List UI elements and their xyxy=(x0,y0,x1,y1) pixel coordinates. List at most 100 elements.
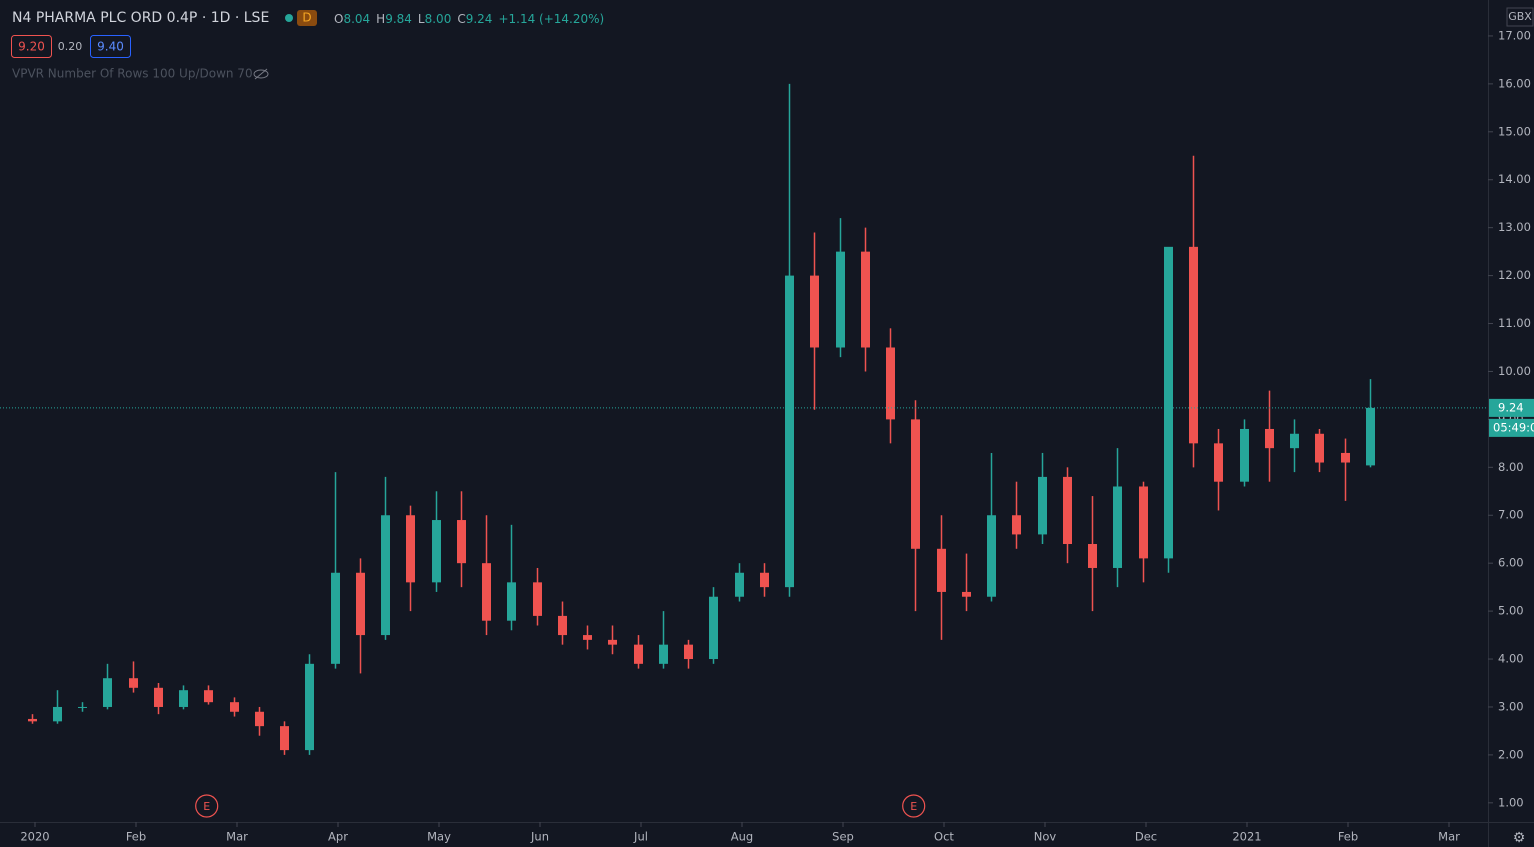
ohlc: O8.04 H9.84 L8.00 C9.24 +1.14 (+14.20%) xyxy=(334,12,604,26)
x-tick-label: Apr xyxy=(328,830,348,844)
ask: 9.40 xyxy=(97,40,124,54)
candle-body xyxy=(861,251,870,348)
y-tick-label: 6.00 xyxy=(1498,556,1524,570)
h-value: 9.84 xyxy=(385,12,412,26)
x-tick-label: Feb xyxy=(126,830,146,844)
candle-body xyxy=(204,690,213,703)
y-tick-label: 16.00 xyxy=(1498,76,1531,90)
candle-body xyxy=(1164,246,1173,559)
y-tick-label: 11.00 xyxy=(1498,316,1531,330)
h-label: H xyxy=(376,12,385,26)
candle-body xyxy=(230,702,239,712)
o-label: O xyxy=(334,12,343,26)
candle-body xyxy=(457,520,466,564)
y-tick-label: 12.00 xyxy=(1498,268,1531,282)
l-label: L xyxy=(418,12,425,26)
event-label: E xyxy=(203,800,210,813)
candle-body xyxy=(937,548,946,592)
candle-body xyxy=(709,596,718,660)
candle-body xyxy=(1012,515,1021,535)
candle-body xyxy=(1341,452,1350,463)
candle-body xyxy=(1315,433,1324,463)
y-tick-label: 7.00 xyxy=(1498,508,1524,522)
countdown: 05:49:0 xyxy=(1493,420,1534,434)
y-tick-label: 2.00 xyxy=(1498,747,1524,761)
candle-body xyxy=(1290,433,1299,449)
x-tick-label: 2021 xyxy=(1232,830,1261,844)
y-tick-label: 17.00 xyxy=(1498,28,1531,42)
candle-body xyxy=(760,572,769,588)
currency: GBX xyxy=(1508,10,1532,23)
o-value: 8.04 xyxy=(343,12,370,26)
badge xyxy=(297,10,317,26)
last-price-tag xyxy=(1489,398,1534,417)
y-tick-label: 14.00 xyxy=(1498,172,1531,186)
x-tick-label: Mar xyxy=(226,830,248,844)
y-tick-label: 1.00 xyxy=(1498,795,1524,809)
candle-body xyxy=(1063,476,1072,545)
x-tick-label: Nov xyxy=(1034,830,1057,844)
indicator: VPVR Number Of Rows 100 Up/Down 70 xyxy=(12,67,253,81)
candle-body xyxy=(381,515,390,636)
symbol: N4 PHARMA PLC ORD 0.4P · 1D · LSE xyxy=(12,10,269,26)
candle-body xyxy=(810,275,819,348)
candle-body xyxy=(179,690,188,707)
x-tick-label: Oct xyxy=(934,830,954,844)
candle-body xyxy=(886,347,895,420)
candle-body xyxy=(1265,428,1274,449)
event-label: E xyxy=(910,800,917,813)
candle-body xyxy=(1088,544,1097,568)
y-tick-label: 3.00 xyxy=(1498,699,1524,713)
x-tick-label: Sep xyxy=(832,830,854,844)
x-tick-label: Dec xyxy=(1135,830,1157,844)
candle-body xyxy=(305,663,314,751)
spread: 0.20 xyxy=(58,40,83,53)
candle-body xyxy=(482,563,491,621)
candle-body xyxy=(1038,476,1047,535)
candle-body xyxy=(735,572,744,597)
y-tick-label: 10.00 xyxy=(1498,364,1531,378)
candle-body xyxy=(406,515,415,583)
last-price: 9.24 xyxy=(1498,400,1524,414)
candle-body xyxy=(103,678,112,707)
candle-body xyxy=(583,635,592,640)
candle-body xyxy=(634,644,643,664)
hide-icon[interactable] xyxy=(253,68,269,80)
l-value: 8.00 xyxy=(425,12,452,26)
candle-body xyxy=(1240,428,1249,482)
change: +1.14 (+14.20%) xyxy=(498,12,604,26)
candle-body xyxy=(1214,443,1223,482)
candle-body xyxy=(154,687,163,707)
settings-icon[interactable]: ⚙ xyxy=(1513,830,1526,846)
c-label: C xyxy=(457,12,465,26)
candle-body xyxy=(962,591,971,597)
countdown-tag xyxy=(1489,418,1534,437)
bid: 9.20 xyxy=(18,40,45,54)
event-marker xyxy=(195,794,219,818)
y-tick-label: 15.00 xyxy=(1498,124,1531,138)
x-tick-label: Jun xyxy=(530,830,549,844)
candle-body xyxy=(331,572,340,664)
candle-body xyxy=(785,275,794,588)
candle-body xyxy=(1189,246,1198,444)
status-dot xyxy=(285,14,293,22)
candle-body xyxy=(1139,486,1148,559)
x-tick-label: May xyxy=(427,830,451,844)
candle-body xyxy=(987,515,996,597)
candle-body xyxy=(255,711,264,727)
candle-body xyxy=(356,572,365,636)
x-tick-label: Mar xyxy=(1438,830,1460,844)
ask-box[interactable] xyxy=(90,35,131,58)
candle-body xyxy=(129,678,138,688)
candle-body xyxy=(28,718,37,722)
candle-body xyxy=(53,706,62,722)
interval-badge: D xyxy=(302,11,311,25)
candle-body xyxy=(558,615,567,636)
y-tick-label: 8.00 xyxy=(1498,460,1524,474)
bid-box[interactable] xyxy=(11,35,52,58)
candle-body xyxy=(78,706,87,708)
candle-body xyxy=(608,639,617,645)
x-tick-label: Aug xyxy=(731,830,753,844)
